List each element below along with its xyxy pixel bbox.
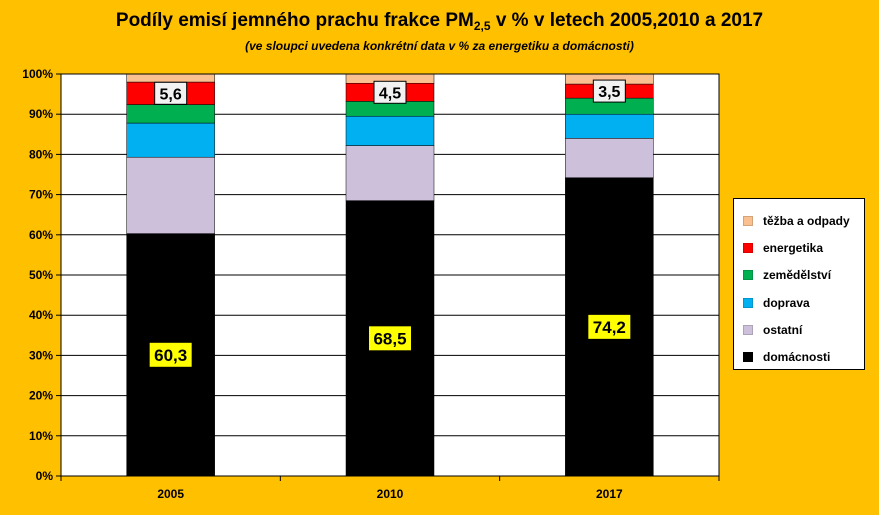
data-label-box [149, 342, 192, 367]
legend-label: doprava [763, 295, 810, 310]
legend-swatch [743, 242, 753, 253]
bar-segment [345, 115, 435, 146]
y-tick-label: 10% [29, 429, 53, 443]
bar-segment [126, 122, 215, 158]
legend-label: ostatní [763, 322, 803, 337]
y-tick-label: 30% [29, 348, 53, 362]
legend-label: těžba a odpady [763, 213, 850, 228]
legend-swatch [743, 324, 753, 335]
bar-segment [126, 104, 215, 124]
chart-title-subscript: 2,5 [473, 19, 491, 33]
chart-title: Podíly emisí jemného prachu frakce PM2,5… [0, 10, 879, 33]
y-tick-label: 90% [29, 107, 53, 121]
data-label-box [154, 81, 188, 105]
legend-item: domácnosti [743, 343, 864, 370]
x-tick-label: 2010 [377, 487, 404, 501]
legend-swatch [743, 297, 753, 308]
bar-segment [126, 156, 215, 234]
bar-segment [565, 113, 654, 139]
data-label: 5,6 [160, 86, 182, 103]
legend-label: zemědělství [763, 268, 832, 283]
y-tick-label: 20% [29, 389, 53, 403]
y-tick-label: 50% [29, 268, 53, 282]
legend-label: domácnosti [763, 350, 831, 365]
data-label: 60,3 [154, 346, 187, 365]
y-tick-label: 100% [22, 67, 53, 81]
legend-label: energetika [763, 240, 824, 255]
bar-segment [565, 138, 654, 178]
y-tick-label: 80% [29, 147, 53, 161]
legend-swatch [743, 352, 753, 363]
data-label: 3,5 [598, 84, 620, 101]
data-label-box [592, 79, 626, 103]
chart-subtitle: (ve sloupci uvedena konkrétní data v % z… [245, 39, 634, 53]
data-label: 4,5 [379, 85, 401, 102]
data-label-box [373, 80, 407, 104]
legend-swatch [743, 215, 753, 226]
y-tick-label: 0% [36, 469, 54, 483]
legend-item: energetika [743, 234, 864, 261]
bar-segment [126, 73, 215, 83]
legend-item: zemědělství [743, 262, 864, 289]
chart-title-text-end: v % v letech 2005,2010 a 2017 [490, 10, 764, 31]
data-label-box [369, 326, 411, 351]
x-tick-label: 2005 [157, 487, 184, 501]
legend-item: ostatní [743, 316, 864, 343]
bar-segment [345, 145, 435, 201]
data-label-box [588, 314, 631, 339]
y-tick-label: 60% [29, 228, 53, 242]
chart-legend: těžba a odpady energetika zemědělství dopra… [733, 198, 865, 370]
legend-item: těžba a odpady [743, 207, 864, 234]
x-tick-label: 2017 [596, 487, 623, 501]
y-tick-label: 40% [29, 308, 53, 322]
y-tick-label: 70% [29, 188, 53, 202]
data-label: 74,2 [593, 318, 626, 337]
legend-swatch [743, 270, 753, 281]
chart-title-text: Podíly emisí jemného prachu frakce PM [115, 10, 474, 31]
plot-border [60, 73, 720, 477]
legend-item: doprava [743, 289, 864, 316]
data-label: 68,5 [373, 329, 406, 348]
